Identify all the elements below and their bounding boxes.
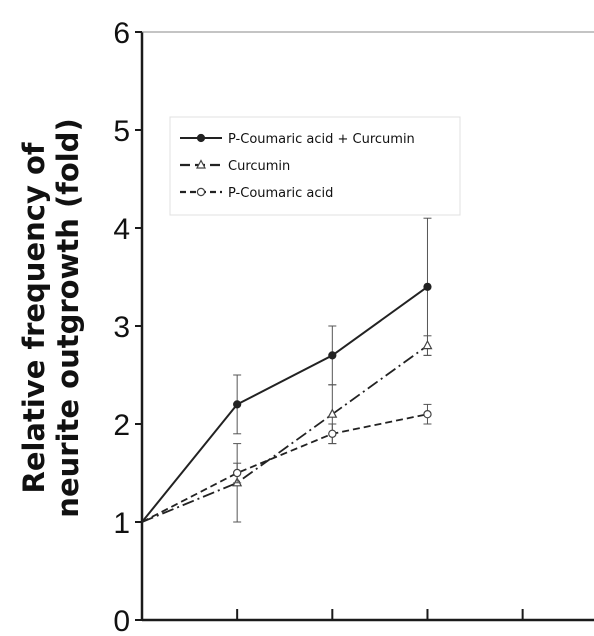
legend-label: P-Coumaric acid xyxy=(228,186,333,201)
y-axis-label-line: neurite outgrowth (fold) xyxy=(51,118,85,517)
legend-marker xyxy=(196,133,206,143)
legend-item: P-Coumaric acid xyxy=(180,186,333,201)
data-point xyxy=(232,468,242,478)
y-tick-label: 4 xyxy=(113,213,130,246)
data-point xyxy=(328,429,337,438)
series-1 xyxy=(141,217,432,523)
series-line xyxy=(141,285,429,523)
y-tick-label: 5 xyxy=(113,115,130,148)
legend-item: Curcumin xyxy=(180,159,290,174)
data-point xyxy=(233,400,242,409)
y-axis-label: Relative frequency of neurite outgrowth (… xyxy=(17,118,85,517)
y-tick-label: 6 xyxy=(113,17,130,50)
y-tick-label: 2 xyxy=(113,409,130,442)
legend: P-Coumaric acid + Curcumin Curcumin P-Coum… xyxy=(169,116,461,216)
legend-label: P-Coumaric acid + Curcumin xyxy=(228,132,415,147)
data-point xyxy=(422,339,433,350)
y-tick-label: 3 xyxy=(113,311,130,344)
data-point xyxy=(328,351,337,360)
series-2 xyxy=(141,335,433,523)
series-line xyxy=(141,413,428,523)
axis-ticks: 0 1 2 3 4 5 6 xyxy=(113,17,524,636)
series-3 xyxy=(141,403,432,523)
data-point xyxy=(423,282,432,291)
series-line xyxy=(141,344,429,523)
y-axis-label-line: Relative frequency of xyxy=(17,142,51,493)
series-layer xyxy=(141,217,433,523)
legend-item: P-Coumaric acid + Curcumin xyxy=(180,132,415,147)
y-tick-label: 0 xyxy=(113,605,130,636)
data-point xyxy=(423,410,432,419)
legend-marker xyxy=(196,187,206,197)
legend-label: Curcumin xyxy=(228,159,290,174)
data-point xyxy=(327,408,338,418)
legend-marker xyxy=(196,159,206,169)
y-tick-label: 1 xyxy=(113,507,130,540)
